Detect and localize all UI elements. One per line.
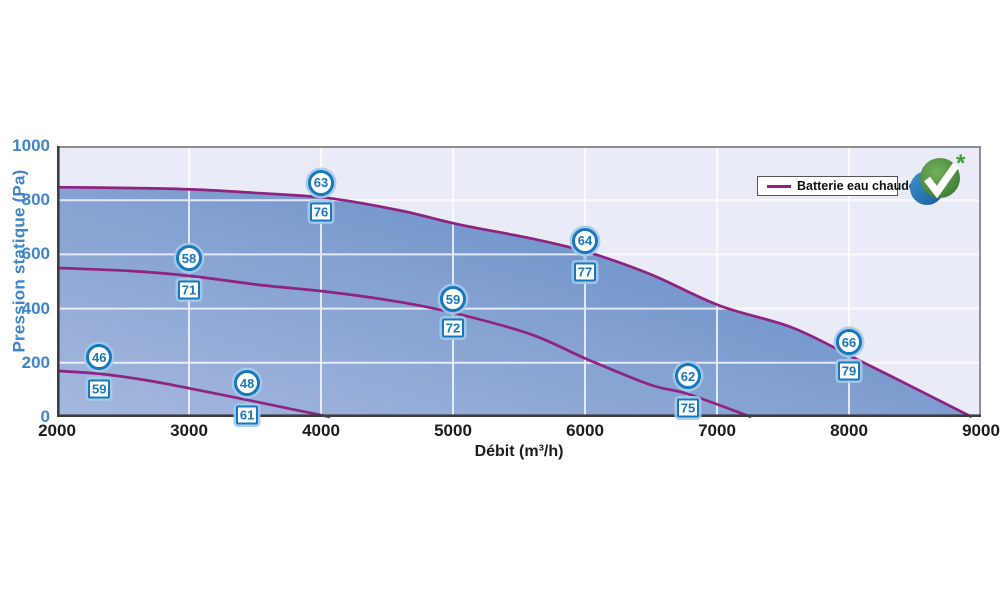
noise-level-circle-marker: 63 bbox=[308, 169, 334, 196]
x-tick-label: 6000 bbox=[566, 421, 604, 440]
legend: Batterie eau chaude bbox=[757, 176, 916, 196]
noise-level-box-marker: 72 bbox=[442, 318, 464, 338]
x-tick-label: 5000 bbox=[434, 421, 472, 440]
noise-level-circle-marker: 64 bbox=[572, 227, 598, 254]
noise-level-circle-marker: 66 bbox=[836, 329, 862, 356]
noise-level-box-marker: 76 bbox=[310, 202, 332, 222]
noise-level-box-marker: 61 bbox=[236, 405, 259, 425]
noise-level-box-marker: 79 bbox=[838, 361, 860, 381]
x-tick-label: 3000 bbox=[170, 421, 208, 440]
logo-asterisk: * bbox=[956, 150, 966, 177]
noise-level-circle-marker: 59 bbox=[440, 286, 466, 313]
x-tick-label: 4000 bbox=[302, 421, 340, 440]
courbe-vitesse-intermediaire bbox=[56, 266, 752, 419]
y-tick-label: 200 bbox=[21, 352, 50, 372]
eco-check-icon bbox=[910, 158, 960, 205]
courbe-vitesse-min bbox=[56, 369, 331, 419]
plot-border-top bbox=[57, 146, 981, 148]
operating-area bbox=[57, 187, 972, 417]
noise-level-box-marker: 75 bbox=[676, 398, 699, 417]
noise-level-box-marker: 77 bbox=[574, 262, 596, 282]
legend-line-swatch bbox=[767, 184, 791, 188]
noise-level-circle-marker: 48 bbox=[234, 370, 261, 397]
x-axis-line bbox=[57, 414, 981, 417]
noise-level-box-marker: 59 bbox=[88, 379, 111, 399]
y-tick-label: 0 bbox=[40, 407, 50, 426]
noise-level-circle-marker: 46 bbox=[86, 344, 113, 371]
y-tick-label: 800 bbox=[21, 190, 50, 210]
y-tick-label: 400 bbox=[21, 298, 50, 318]
noise-level-circle-marker: 62 bbox=[674, 363, 701, 390]
y-tick-label: 1000 bbox=[12, 136, 50, 155]
x-tick-label: 8000 bbox=[830, 421, 868, 440]
y-tick-label: 600 bbox=[21, 244, 50, 264]
y-axis-line bbox=[57, 146, 60, 417]
plot-border-right bbox=[979, 146, 981, 417]
legend-label: Batterie eau chaude bbox=[797, 179, 916, 193]
noise-level-box-marker: 71 bbox=[178, 280, 200, 300]
x-tick-label: 2000 bbox=[38, 421, 76, 440]
x-tick-label: 7000 bbox=[698, 421, 736, 440]
check-icon bbox=[924, 162, 960, 199]
certification-logo bbox=[900, 152, 970, 212]
x-tick-label: 9000 bbox=[962, 421, 1000, 440]
x-axis-title: Débit (m³/h) bbox=[474, 443, 564, 460]
noise-level-circle-marker: 58 bbox=[176, 245, 202, 272]
